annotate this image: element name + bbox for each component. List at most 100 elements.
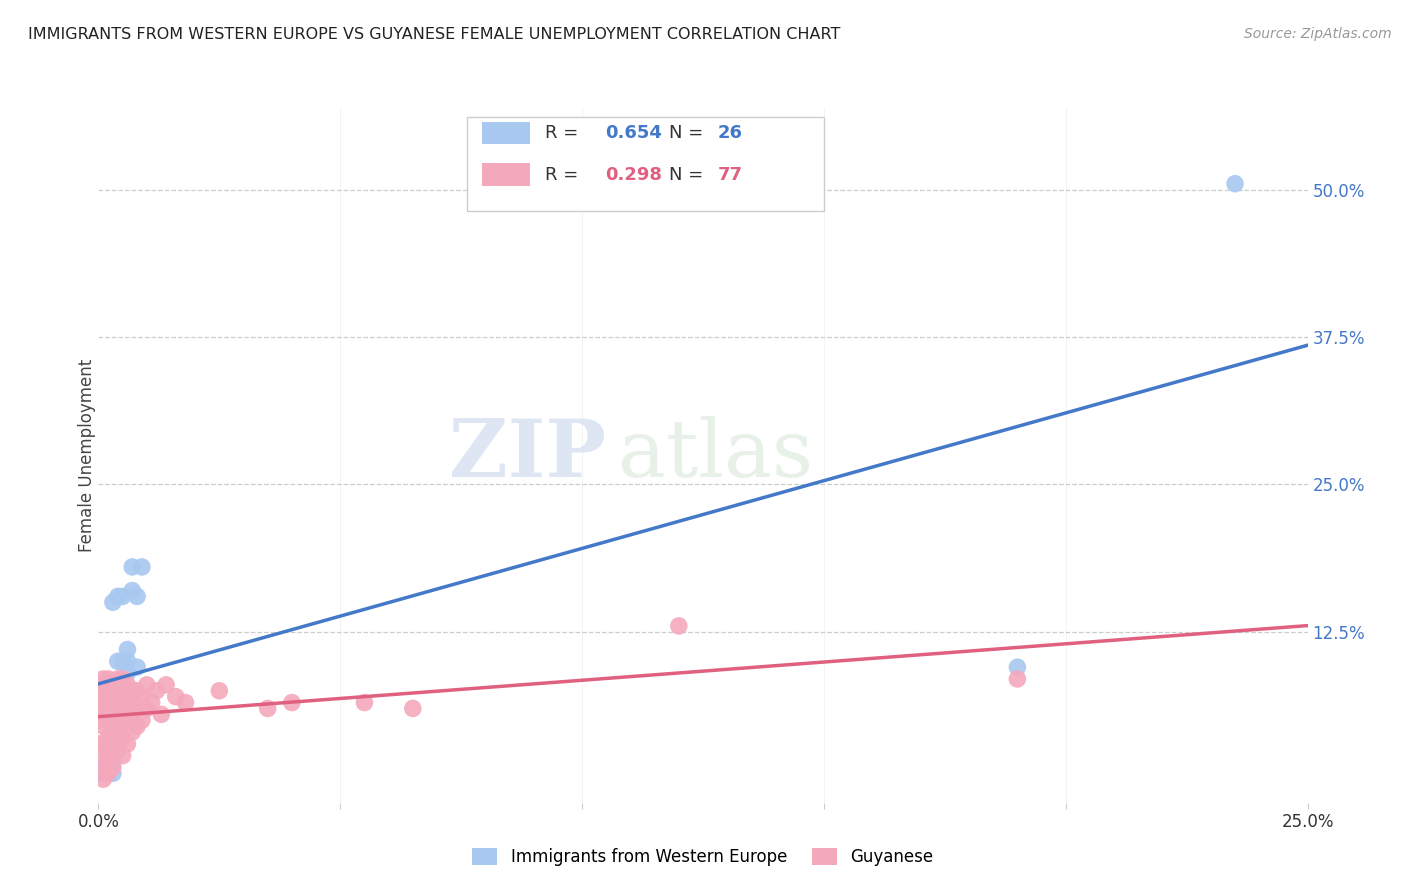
Point [97, 696, 120, 710]
Point [101, 760, 124, 774]
Point [117, 690, 139, 704]
Point [91, 748, 114, 763]
Point [208, 683, 231, 698]
Point [111, 672, 134, 686]
Point [91, 672, 114, 686]
Point [101, 755, 124, 769]
Point [101, 766, 124, 780]
Point [155, 678, 177, 692]
Point [141, 696, 163, 710]
Point [101, 678, 124, 692]
Point [97, 755, 120, 769]
Point [87, 737, 110, 751]
Point [91, 683, 114, 698]
Point [127, 701, 149, 715]
Point [111, 683, 134, 698]
Point [107, 743, 129, 757]
Point [117, 701, 139, 715]
Text: R =: R = [544, 124, 583, 142]
Point [111, 654, 134, 668]
Point [131, 560, 153, 574]
Point [101, 678, 124, 692]
Point [256, 701, 278, 715]
Point [111, 731, 134, 745]
Point [101, 725, 124, 739]
Point [87, 713, 110, 727]
Point [131, 690, 153, 704]
Point [97, 690, 120, 704]
Text: 77: 77 [717, 166, 742, 184]
Point [117, 713, 139, 727]
Point [97, 672, 120, 686]
Point [97, 743, 120, 757]
Point [101, 690, 124, 704]
Point [101, 748, 124, 763]
Point [97, 748, 120, 763]
Point [111, 713, 134, 727]
Point [668, 619, 690, 633]
Point [121, 696, 143, 710]
Point [111, 590, 134, 604]
Text: ZIP: ZIP [450, 416, 606, 494]
Point [87, 690, 110, 704]
Point [111, 654, 134, 668]
Point [91, 678, 114, 692]
Bar [482, 163, 530, 186]
Bar [482, 121, 530, 144]
Point [107, 654, 129, 668]
Y-axis label: Female Unemployment: Female Unemployment [79, 359, 96, 551]
Point [1007, 660, 1029, 674]
Point [131, 713, 153, 727]
Text: 26: 26 [717, 124, 742, 142]
Point [127, 660, 149, 674]
Point [97, 766, 120, 780]
Point [107, 590, 129, 604]
Point [1223, 177, 1246, 191]
Point [107, 719, 129, 733]
Point [165, 690, 187, 704]
Point [107, 683, 129, 698]
Point [107, 696, 129, 710]
Point [111, 748, 134, 763]
Text: IMMIGRANTS FROM WESTERN EUROPE VS GUYANESE FEMALE UNEMPLOYMENT CORRELATION CHART: IMMIGRANTS FROM WESTERN EUROPE VS GUYANE… [28, 27, 841, 42]
Point [281, 696, 304, 710]
Point [91, 737, 114, 751]
Point [117, 666, 139, 681]
Text: 0.298: 0.298 [605, 166, 662, 184]
Point [353, 696, 375, 710]
Point [107, 672, 129, 686]
Point [91, 707, 114, 722]
Point [121, 707, 143, 722]
Text: R =: R = [544, 166, 583, 184]
Bar [467, 118, 824, 211]
Point [91, 696, 114, 710]
Text: Source: ZipAtlas.com: Source: ZipAtlas.com [1244, 27, 1392, 41]
Point [117, 678, 139, 692]
Point [127, 683, 149, 698]
Point [91, 760, 114, 774]
Point [97, 766, 120, 780]
Text: atlas: atlas [619, 416, 814, 494]
Point [97, 731, 120, 745]
Point [127, 590, 149, 604]
Point [107, 678, 129, 692]
Point [174, 696, 197, 710]
Point [101, 701, 124, 715]
Point [121, 725, 143, 739]
Point [121, 583, 143, 598]
Point [91, 760, 114, 774]
Point [117, 642, 139, 657]
Point [117, 654, 139, 668]
Point [402, 701, 425, 715]
Point [145, 683, 167, 698]
Point [87, 683, 110, 698]
Point [117, 737, 139, 751]
Point [107, 707, 129, 722]
Point [135, 701, 157, 715]
Point [91, 719, 114, 733]
Point [150, 707, 173, 722]
Point [91, 772, 114, 787]
Point [97, 683, 120, 698]
Point [121, 560, 143, 574]
Point [1007, 672, 1029, 686]
